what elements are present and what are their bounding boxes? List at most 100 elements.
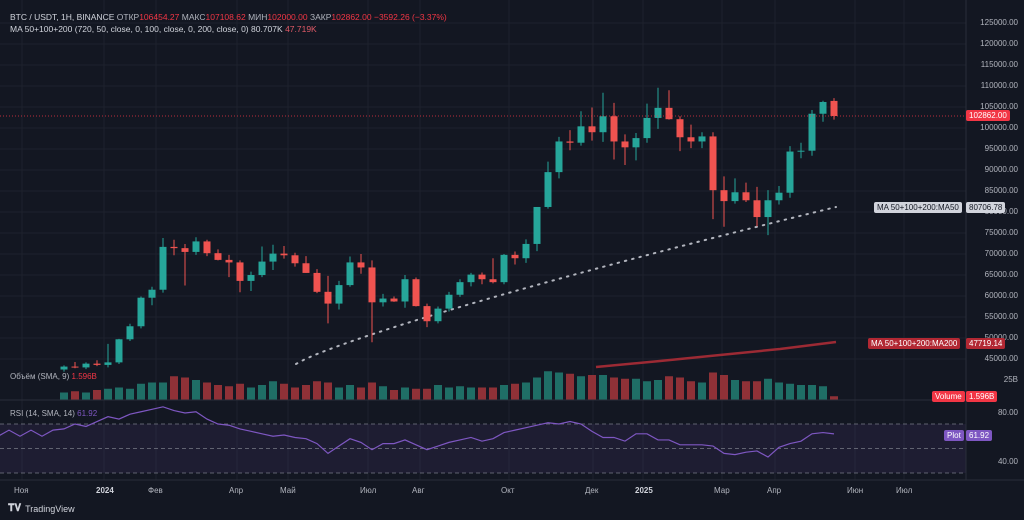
rsi-title[interactable]: RSI (14, SMA, 14) 61.92	[10, 409, 98, 418]
candle-body	[830, 100, 838, 116]
grid-lines	[0, 0, 966, 480]
time-tick: Авг	[412, 486, 425, 495]
time-tick: Фев	[148, 486, 163, 495]
candles	[60, 87, 838, 372]
price-tick: 50000.00	[985, 333, 1018, 342]
ma50-legend-value: 80.707K	[251, 24, 283, 34]
rsi-band	[0, 423, 966, 474]
ma50-line	[295, 206, 837, 365]
volume-bar	[203, 382, 211, 400]
rsi-plot-value-badge: 61.92	[966, 430, 993, 441]
volume-bar	[632, 378, 640, 400]
volume-bar	[456, 386, 464, 400]
candle-body	[302, 263, 310, 273]
price-tick: 125000.00	[980, 18, 1018, 28]
symbol-title[interactable]: BTC / USDT, 1H, BINANCE	[10, 12, 115, 22]
candle-body	[445, 294, 453, 309]
candle-body	[456, 282, 464, 295]
candle-body	[115, 339, 123, 363]
candle-body	[555, 141, 563, 173]
volume-bar	[709, 372, 717, 400]
candle-body	[588, 126, 596, 133]
candle-body	[60, 366, 68, 370]
candle-body	[368, 267, 376, 303]
volume-bar	[126, 388, 134, 400]
candle-body	[335, 285, 343, 304]
volume-bar	[335, 387, 343, 400]
volume-bar	[808, 385, 816, 400]
candle-body	[709, 136, 717, 191]
volume-bar	[368, 382, 376, 400]
time-tick: Апр	[229, 486, 244, 495]
candle-body	[522, 243, 530, 259]
candle-body	[764, 200, 772, 218]
price-tick: 100000.00	[980, 123, 1018, 133]
volume-axis-top: 25B	[1003, 375, 1018, 384]
candle-body	[82, 363, 90, 368]
price-tick: 45000.00	[984, 354, 1018, 364]
volume-bar	[753, 381, 761, 400]
volume-bar	[511, 383, 519, 400]
price-tick: 60000.00	[984, 291, 1018, 301]
volume-bar	[137, 383, 145, 400]
volume-bar	[379, 386, 387, 400]
open-value: 106454.27	[139, 12, 180, 22]
rsi-axis-80: 80.00	[997, 408, 1018, 417]
candle-body	[93, 363, 101, 365]
volume-bar	[698, 382, 706, 400]
candle-body	[412, 279, 420, 307]
candle-body	[313, 272, 321, 292]
price-tick: 55000.00	[984, 312, 1018, 322]
volume-title[interactable]: Объём (SMA, 9) 1.596B	[10, 372, 97, 381]
candle-body	[753, 200, 761, 218]
candle-body	[192, 241, 200, 252]
volume-bar	[643, 381, 651, 400]
candle-body	[137, 297, 145, 327]
ma50-polyline	[295, 206, 837, 365]
volume-bar	[412, 388, 420, 400]
volume-bar	[225, 386, 233, 400]
volume-bar	[555, 372, 563, 400]
volume-bar	[214, 385, 222, 400]
price-tick: 115000.00	[980, 60, 1018, 70]
price-tick: 95000.00	[984, 144, 1018, 154]
time-tick: Май	[280, 486, 296, 495]
candle-body	[280, 253, 288, 256]
branding-text: TradingView	[25, 503, 75, 514]
ma-indicator-name[interactable]: MA 50+100+200 (720, 50, close, 0, 100, c…	[10, 24, 249, 34]
tradingview-branding[interactable]: 𝐓𝐕 TradingView	[8, 503, 75, 514]
candle-body	[346, 262, 354, 286]
low-value: 102000.00	[267, 12, 308, 22]
price-tick: 105000.00	[980, 102, 1018, 112]
candle-body	[500, 254, 508, 283]
low-label: МИН	[248, 12, 268, 22]
change-value: −3592.26 (−3.37%)	[373, 12, 447, 22]
candle-body	[599, 116, 607, 133]
price-tick: 65000.00	[984, 270, 1018, 280]
tradingview-logo-icon: 𝐓𝐕	[8, 503, 22, 514]
ma200-label-badge: MA 50+100+200:MA200	[868, 338, 961, 349]
time-tick: Мар	[714, 486, 730, 495]
candle-body	[819, 101, 827, 114]
volume-bar	[522, 382, 530, 400]
volume-value-badge: 1.596B	[966, 391, 998, 402]
volume-bar	[291, 387, 299, 400]
volume-bars	[60, 371, 838, 400]
ma200-value-badge: 47719.14	[966, 338, 1006, 349]
volume-bar	[247, 387, 255, 400]
candle-body	[665, 107, 673, 120]
volume-bar	[401, 387, 409, 400]
close-value: 102862.00	[331, 12, 372, 22]
chart-legend: BTC / USDT, 1H, BINANCE ОТКР106454.27 МА…	[10, 11, 447, 35]
volume-bar	[71, 391, 79, 400]
volume-bar	[104, 388, 112, 400]
volume-bar	[654, 380, 662, 400]
candle-body	[401, 279, 409, 302]
time-tick: Дек	[585, 486, 599, 495]
volume-bar	[621, 378, 629, 400]
volume-bar	[478, 387, 486, 400]
volume-bar	[764, 378, 772, 400]
price-tick: 110000.00	[980, 81, 1018, 91]
ma50-label-badge: MA 50+100+200:MA50	[874, 202, 962, 213]
